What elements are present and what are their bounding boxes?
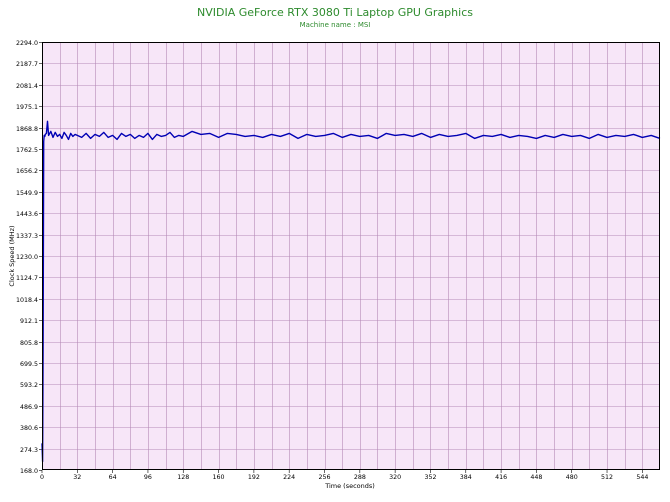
y-tick-label: 593.2	[20, 382, 38, 389]
y-tick-label: 1443.6	[16, 211, 38, 218]
y-tick-label: 1337.3	[16, 233, 38, 240]
y-tick-label: 912.1	[20, 318, 38, 325]
y-axis-label: Clock Speed (MHz)	[8, 225, 16, 286]
y-tick-label: 1018.4	[16, 297, 38, 304]
y-tick-label: 1230.0	[16, 254, 38, 261]
x-tick-label: 64	[109, 474, 117, 481]
y-tick-label: 699.5	[20, 361, 38, 368]
chart-title: NVIDIA GeForce RTX 3080 Ti Laptop GPU Gr…	[197, 6, 473, 19]
y-tick-label: 1549.9	[16, 190, 38, 197]
y-tick-label: 1975.1	[16, 104, 38, 111]
x-tick-label: 0	[40, 474, 44, 481]
series-line	[41, 120, 661, 463]
y-tick-label: 1762.5	[16, 147, 38, 154]
x-axis-ticks: 0 32 64 96 128 160 192 224 256 288 320 352 384 416 448…	[40, 470, 648, 481]
x-tick-label: 192	[248, 474, 260, 481]
y-tick-label: 168.0	[20, 468, 38, 475]
x-tick-label: 544	[636, 474, 648, 481]
x-tick-label: 288	[354, 474, 366, 481]
plot-border	[42, 42, 660, 470]
x-tick-label: 448	[530, 474, 542, 481]
x-tick-label: 224	[283, 474, 295, 481]
chart-subtitle: Machine name : MSI	[299, 21, 371, 29]
plot-area	[42, 42, 660, 470]
x-tick-label: 256	[318, 474, 330, 481]
x-tick-label: 96	[144, 474, 152, 481]
grid-lines	[42, 42, 660, 470]
x-tick-label: 384	[460, 474, 472, 481]
y-tick-label: 2187.7	[16, 61, 38, 68]
y-tick-label: 380.6	[20, 425, 38, 432]
y-tick-label: 2081.4	[16, 83, 38, 90]
y-tick-label: 2294.0	[16, 40, 38, 47]
x-tick-label: 32	[73, 474, 81, 481]
y-tick-label: 274.3	[20, 447, 38, 454]
x-tick-label: 128	[177, 474, 189, 481]
x-tick-label: 480	[566, 474, 578, 481]
x-tick-label: 320	[389, 474, 401, 481]
y-tick-label: 486.9	[20, 404, 38, 411]
x-tick-label: 416	[495, 474, 507, 481]
y-axis-ticks: 168.0 274.3 380.6 486.9 593.2 699.5 805.8 912.1…	[16, 40, 42, 475]
y-tick-label: 805.8	[20, 340, 38, 347]
x-tick-label: 352	[424, 474, 436, 481]
y-tick-label: 1868.8	[16, 126, 38, 133]
x-axis-label: Time (seconds)	[324, 482, 375, 490]
x-tick-label: 160	[213, 474, 225, 481]
x-tick-label: 512	[601, 474, 613, 481]
y-tick-label: 1656.2	[16, 168, 38, 175]
y-tick-label: 1124.7	[16, 275, 38, 282]
